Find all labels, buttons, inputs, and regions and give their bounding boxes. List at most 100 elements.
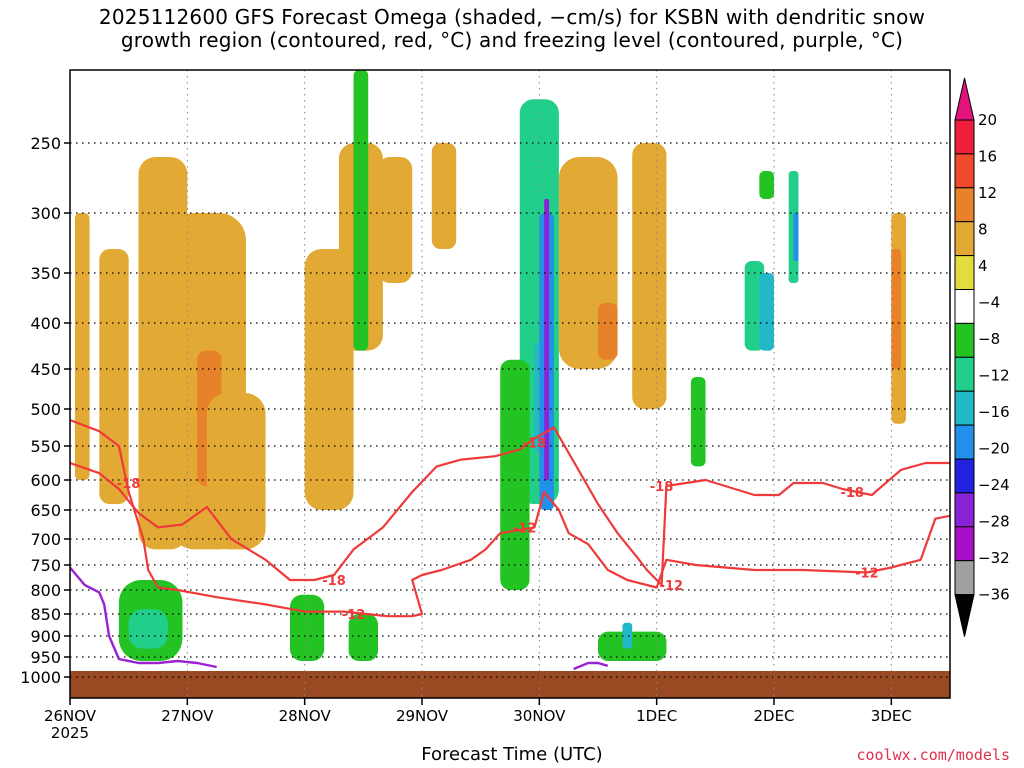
omega-cell: [598, 631, 667, 661]
x-tick-label: 1DEC: [636, 707, 677, 725]
y-tick-label: 300: [30, 204, 61, 223]
y-tick-label: 700: [30, 530, 61, 549]
dgz-contour-label: -18: [117, 477, 141, 492]
y-tick-label: 850: [30, 605, 61, 624]
terrain-band: [70, 671, 950, 698]
colorbar-swatch: [954, 119, 975, 155]
colorbar-bottom-arrow: [954, 594, 975, 637]
grid-lines: [70, 70, 950, 698]
omega-cell: [128, 609, 168, 649]
colorbar-swatch: [954, 424, 975, 460]
y-tick-label: 550: [30, 437, 61, 456]
dgz-contour-label: -18: [840, 486, 864, 501]
x-tick-label: 26NOV: [44, 707, 97, 725]
colorbar-tick-label: 16: [978, 148, 997, 166]
chart-title: 2025112600 GFS Forecast Omega (shaded, −…: [98, 5, 926, 52]
colorbar-tick-label: −4: [978, 294, 1000, 312]
y-tick-label: 650: [30, 501, 61, 520]
colorbar-swatch: [954, 390, 975, 426]
colorbar-tick-label: 20: [978, 111, 997, 129]
y-tick-label: 750: [30, 556, 61, 575]
omega-cell: [544, 199, 550, 480]
colorbar-swatch: [954, 560, 975, 596]
x-tick-label: 27NOV: [161, 707, 214, 725]
colorbar-tick-label: −8: [978, 330, 1000, 348]
colorbar-swatch: [954, 255, 975, 291]
colorbar-tick-label: 12: [978, 184, 997, 202]
y-tick-label: 500: [30, 400, 61, 419]
y-axis: 250 300 350 400 450 500 550 600 650 700 750 800 850 9…: [20, 134, 70, 687]
omega-cell: [891, 249, 902, 369]
credit-text[interactable]: coolwx.com/models: [856, 746, 1010, 764]
omega-cell: [759, 171, 774, 199]
dgz-contour-label: -12: [660, 579, 684, 594]
omega-cell: [290, 594, 325, 661]
x-tick-label: 3DEC: [871, 707, 912, 725]
x-tick-label: 28NOV: [279, 707, 332, 725]
y-tick-label: 400: [30, 314, 61, 333]
x-tick-label: 2DEC: [753, 707, 794, 725]
omega-cell: [598, 303, 618, 360]
omega-cell: [793, 213, 799, 261]
y-tick-label: 900: [30, 627, 61, 646]
omega-cell: [348, 614, 378, 661]
omega-cell: [431, 143, 457, 249]
colorbar-tick-label: −12: [978, 367, 1010, 385]
colorbar-swatch: [954, 458, 975, 494]
contour-lines: -18 -18 -18 -18 -18 -12 -12 -12 -12: [70, 419, 950, 671]
colorbar-swatch: [954, 322, 975, 358]
colorbar-swatch: [954, 526, 975, 562]
plot-frame: [69, 69, 951, 699]
dgz-contour-label: -18: [523, 436, 547, 451]
omega-shading: [74, 70, 906, 661]
colorbar-swatch: [954, 492, 975, 528]
dgz-contour-line: [70, 426, 950, 587]
dgz-contour-line: [70, 419, 950, 618]
x-tick-label: 30NOV: [513, 707, 566, 725]
colorbar-tick-label: −28: [978, 513, 1010, 531]
colorbar-swatch: [954, 153, 975, 189]
dgz-contour-label: -12: [513, 521, 537, 536]
omega-cell: [500, 359, 530, 590]
colorbar-top-arrow: [954, 77, 975, 121]
colorbar-tick-label: −16: [978, 403, 1010, 421]
colorbar-tick-label: 4: [978, 257, 988, 275]
colorbar-tick-label: −20: [978, 440, 1010, 458]
y-tick-label: 250: [30, 134, 61, 153]
colorbar-tick-label: −24: [978, 476, 1010, 494]
x-year-label: 2025: [51, 724, 89, 742]
omega-cell: [632, 143, 667, 409]
omega-cell: [378, 157, 413, 283]
freezing-level-line: [70, 566, 217, 669]
x-axis: 26NOV 27NOV 28NOV 29NOV 30NOV 1DEC 2DEC 3DEC 202…: [44, 698, 912, 742]
terrain-fill: [70, 671, 950, 698]
dgz-contour-label: -12: [342, 608, 366, 623]
x-axis-label: Forecast Time (UTC): [421, 744, 603, 765]
omega-cell: [622, 622, 633, 649]
y-tick-label: 1000: [20, 668, 61, 687]
omega-cell: [353, 70, 369, 351]
y-tick-label: 450: [30, 360, 61, 379]
omega-cell: [759, 273, 774, 351]
y-tick-label: 600: [30, 471, 61, 490]
omega-cell: [74, 213, 90, 480]
omega-cell: [99, 249, 129, 504]
colorbar-tick-label: −32: [978, 549, 1010, 567]
x-tick-label: 29NOV: [396, 707, 449, 725]
y-tick-label: 350: [30, 264, 61, 283]
dgz-contour-label: -12: [855, 567, 879, 582]
omega-cell: [206, 393, 266, 550]
colorbar-swatch: [954, 289, 975, 324]
y-tick-label: 800: [30, 581, 61, 600]
colorbar-swatch: [954, 221, 975, 257]
dgz-contour-label: -18: [650, 480, 674, 495]
colorbar-tick-label: 8: [978, 221, 988, 239]
omega-cell: [690, 377, 706, 467]
colorbar: 20 16 12 8 4 −4 −8 −12 −16 −20 −24 −28 −32 −36: [954, 77, 1010, 637]
y-tick-label: 950: [30, 648, 61, 667]
colorbar-swatch: [954, 356, 975, 392]
dgz-contour-label: -18: [322, 574, 346, 589]
freezing-level-line: [573, 661, 609, 671]
colorbar-swatch: [954, 187, 975, 223]
